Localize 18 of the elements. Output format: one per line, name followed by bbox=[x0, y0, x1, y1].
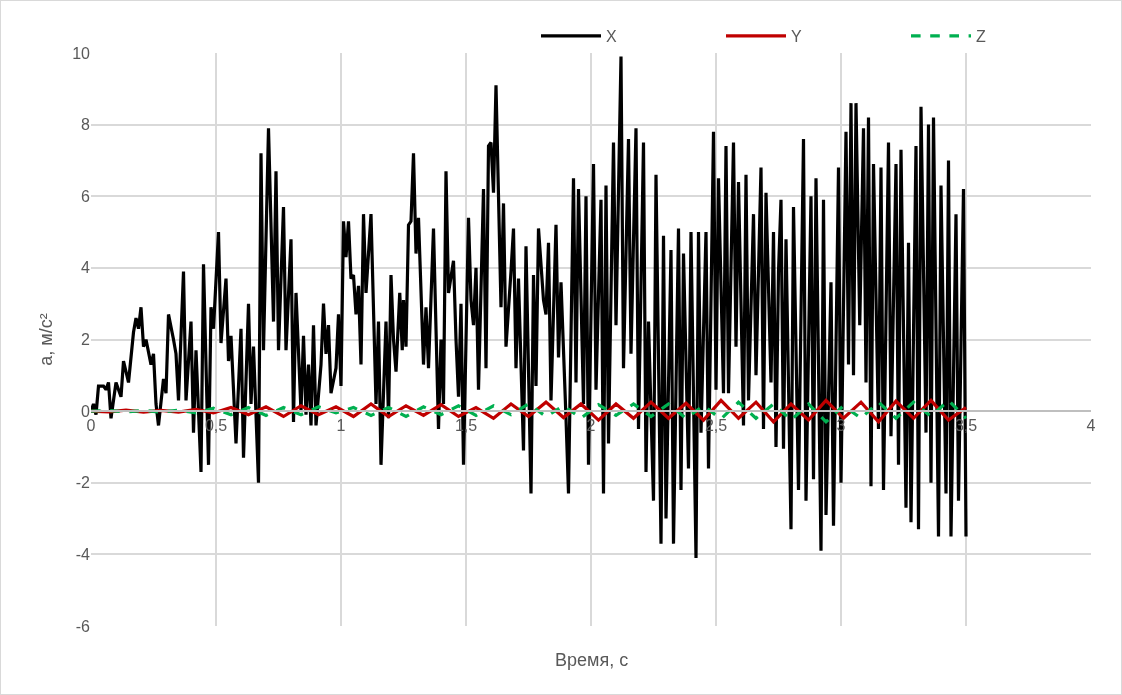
y-tick-label: 8 bbox=[81, 116, 91, 134]
y-tick-label: 0 bbox=[81, 402, 91, 420]
y-tick-label: 6 bbox=[81, 187, 91, 205]
y-tick-label: -4 bbox=[75, 545, 91, 563]
x-tick-label: 1 bbox=[336, 417, 346, 435]
x-axis-title: Время, с bbox=[555, 650, 629, 670]
legend-label: Z bbox=[976, 28, 986, 46]
legend-label: Y bbox=[791, 28, 802, 46]
x-tick-label: 2 bbox=[586, 417, 596, 435]
legend-label: X bbox=[606, 28, 617, 46]
y-tick-label: -6 bbox=[75, 617, 91, 635]
y-tick-label: 2 bbox=[81, 331, 91, 349]
y-tick-label: 10 bbox=[72, 44, 91, 62]
x-tick-label: 4 bbox=[1086, 417, 1096, 435]
y-axis-title: а, м/с² bbox=[36, 313, 57, 366]
y-tick-label: 4 bbox=[81, 259, 91, 277]
y-tick-label: -2 bbox=[75, 474, 91, 492]
x-tick-label: 3 bbox=[836, 417, 846, 435]
